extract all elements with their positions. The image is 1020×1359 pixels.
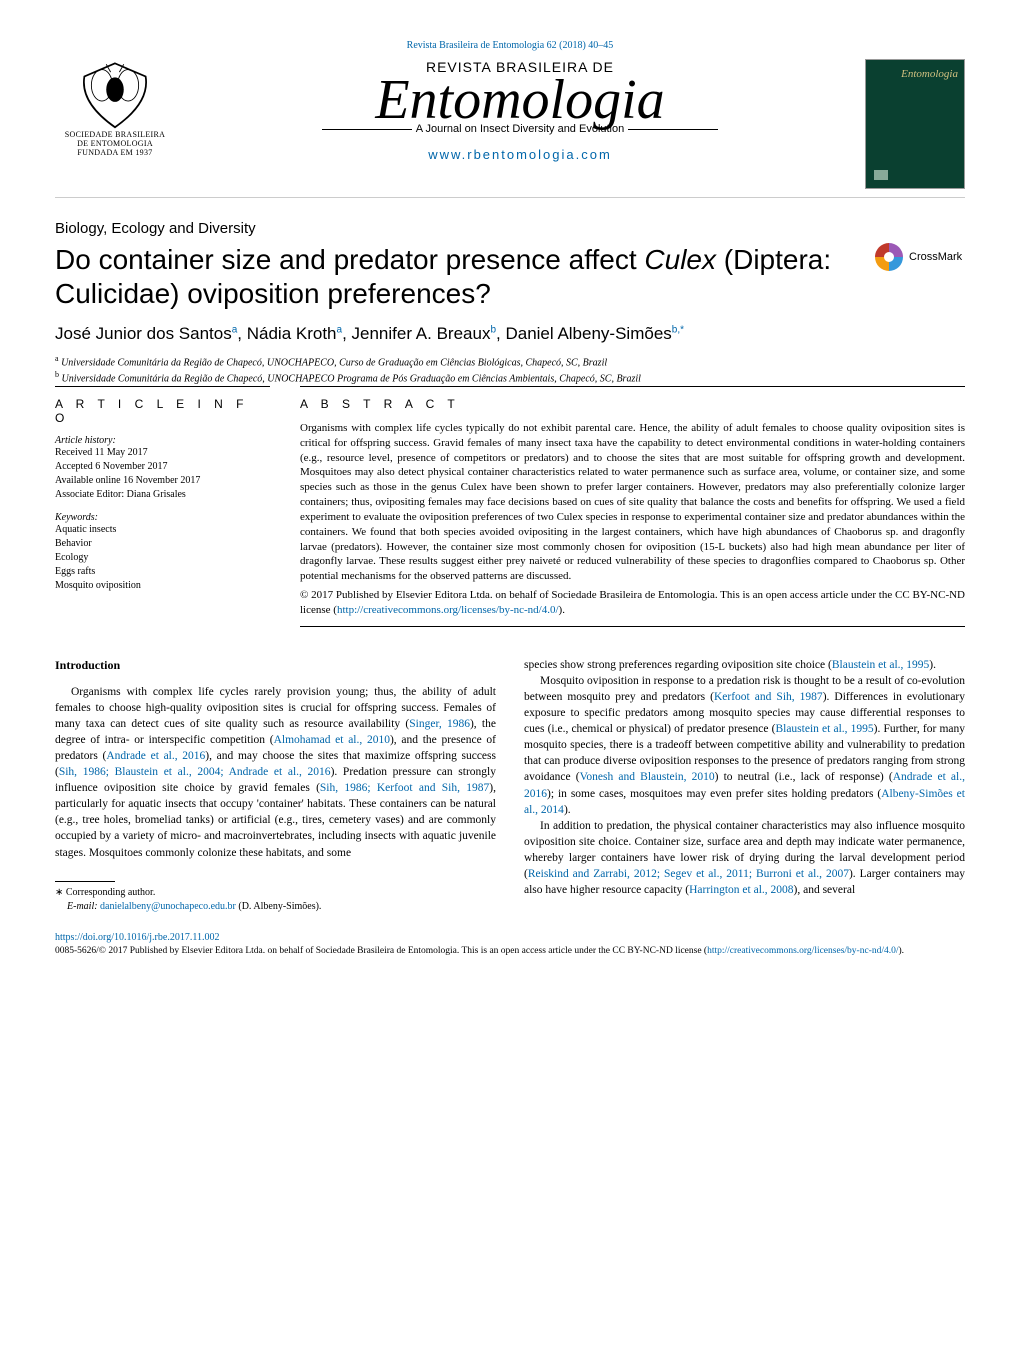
citation-link[interactable]: Vonesh and Blaustein, 2010 [580, 771, 715, 783]
citation-link[interactable]: Blaustein et al., 1995 [775, 723, 873, 735]
abstract-heading: A B S T R A C T [300, 397, 965, 411]
masthead-tagline: A Journal on Insect Diversity and Evolut… [195, 123, 845, 135]
accepted-date: Accepted 6 November 2017 [55, 460, 270, 474]
article-title: Do container size and predator presence … [55, 243, 855, 310]
keyword-item: Mosquito oviposition [55, 579, 270, 593]
introduction-heading: Introduction [55, 657, 496, 674]
title-italic-species: Culex [644, 244, 716, 275]
citation-link[interactable]: Andrade et al., 2016 [106, 750, 205, 762]
license-link[interactable]: http://creativecommons.org/licenses/by-n… [337, 604, 559, 616]
copyright-text: ). [898, 946, 904, 956]
page-copyright: 0085-5626/© 2017 Published by Elsevier E… [55, 945, 965, 957]
article-info-heading: A R T I C L E I N F O [55, 397, 270, 425]
abstract-text: Organisms with complex life cycles typic… [300, 421, 965, 584]
keyword-item: Behavior [55, 537, 270, 551]
body-column-right: species show strong preferences regardin… [524, 657, 965, 914]
crossmark-badge[interactable]: CrossMark [875, 243, 965, 271]
abstract-block: A B S T R A C T Organisms with complex l… [300, 386, 965, 627]
sbe-logo: SOCIEDADE BRASILEIRA DE ENTOMOLOGIA FUND… [55, 59, 175, 157]
article-body: Introduction Organisms with complex life… [55, 657, 965, 914]
keyword-item: Eggs rafts [55, 565, 270, 579]
affiliation-item: a Universidade Comunitária da Região de … [55, 354, 965, 370]
cc-license-link[interactable]: http://creativecommons.org/licenses/by-n… [707, 946, 898, 956]
abstract-license: © 2017 Published by Elsevier Editora Ltd… [300, 588, 965, 618]
corresponding-email-link[interactable]: danielalbeny@unochapeco.edu.br [100, 901, 236, 912]
cover-thumb-title: Entomologia [866, 60, 964, 88]
masthead-tagline-text: A Journal on Insect Diversity and Evolut… [416, 123, 625, 135]
associate-editor: Associate Editor: Diana Grisales [55, 488, 270, 502]
corresponding-label: Corresponding author. [66, 887, 155, 898]
affiliation-item: b Universidade Comunitária da Região de … [55, 370, 965, 386]
license-text: ). [559, 604, 565, 616]
intro-paragraph-1: Organisms with complex life cycles rarel… [55, 684, 496, 861]
crossmark-icon [875, 243, 903, 271]
footnote-separator [55, 881, 115, 882]
citation-link[interactable]: Reiskind and Zarrabi, 2012; Segev et al.… [528, 868, 849, 880]
citation-link[interactable]: Almohamad et al., 2010 [274, 734, 390, 746]
online-date: Available online 16 November 2017 [55, 474, 270, 488]
email-label: E-mail: [67, 901, 98, 912]
article-info-sidebar: A R T I C L E I N F O Article history: R… [55, 386, 270, 627]
citation-link[interactable]: Sih, 1986; Kerfoot and Sih, 1987 [320, 782, 489, 794]
copyright-text: 0085-5626/© 2017 Published by Elsevier E… [55, 946, 707, 956]
journal-cover-thumbnail[interactable]: Entomologia [865, 59, 965, 189]
received-date: Received 11 May 2017 [55, 446, 270, 460]
citation-link[interactable]: Kerfoot and Sih, 1987 [714, 691, 823, 703]
history-heading: Article history: [55, 435, 270, 446]
keywords-heading: Keywords: [55, 512, 270, 523]
authors-line: José Junior dos Santosa, Nádia Krotha, J… [55, 324, 965, 344]
article-section-label: Biology, Ecology and Diversity [55, 220, 965, 237]
keyword-item: Ecology [55, 551, 270, 565]
journal-url[interactable]: www.rbentomologia.com [195, 147, 845, 162]
affiliations: a Universidade Comunitária da Região de … [55, 354, 965, 386]
corresponding-author-footnote: ∗ Corresponding author. E-mail: danielal… [55, 886, 496, 914]
title-part: Do container size and predator presence … [55, 244, 644, 275]
sbe-crest-icon [70, 59, 160, 129]
intro-paragraph-cont: species show strong preferences regardin… [524, 657, 965, 673]
masthead-title: Entomologia [195, 75, 845, 125]
citation-link[interactable]: Harrington et al., 2008 [689, 884, 793, 896]
intro-paragraph-2: Mosquito oviposition in response to a pr… [524, 673, 965, 818]
intro-paragraph-3: In addition to predation, the physical c… [524, 818, 965, 898]
citation-link[interactable]: Sih, 1986; Blaustein et al., 2004; Andra… [59, 766, 331, 778]
journal-masthead: REVISTA BRASILEIRA DE Entomologia A Jour… [195, 59, 845, 162]
crossmark-label: CrossMark [909, 251, 962, 263]
logo-caption-line: FUNDADA EM 1937 [65, 149, 165, 158]
email-person: (D. Albeny-Simões). [238, 901, 321, 912]
citation-link[interactable]: Singer, 1986 [409, 718, 470, 730]
keyword-item: Aquatic insects [55, 523, 270, 537]
body-column-left: Introduction Organisms with complex life… [55, 657, 496, 914]
doi-link[interactable]: https://doi.org/10.1016/j.rbe.2017.11.00… [55, 932, 965, 943]
citation-link[interactable]: Blaustein et al., 1995 [832, 659, 929, 671]
abstract-rule [300, 626, 965, 627]
journal-issue-link[interactable]: Revista Brasileira de Entomologia 62 (20… [55, 40, 965, 51]
journal-header: SOCIEDADE BRASILEIRA DE ENTOMOLOGIA FUND… [55, 59, 965, 198]
